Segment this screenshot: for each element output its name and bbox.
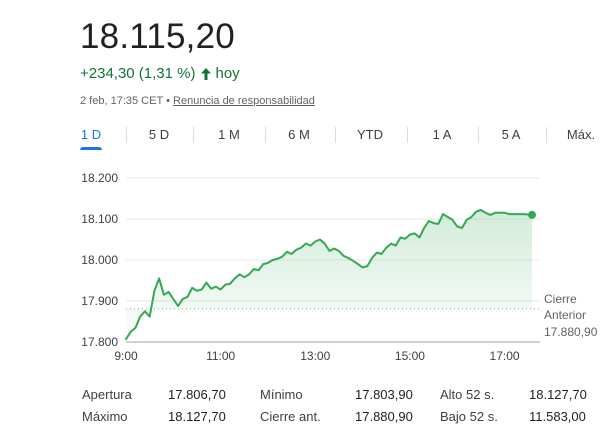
disclaimer-link[interactable]: Renuncia de responsabilidad <box>173 95 315 107</box>
stat-label-52w-high: Alto 52 s. <box>440 387 495 402</box>
price-change: +234,30 (1,31 %) hoy <box>80 64 240 84</box>
change-period: hoy <box>215 65 240 82</box>
tab-divider <box>546 127 547 143</box>
tab-6m[interactable]: 6 M <box>288 127 310 142</box>
stat-label-high: Máximo <box>82 409 128 424</box>
tab-5a[interactable]: 5 A <box>501 127 521 142</box>
x-tick-label: 15:00 <box>395 349 425 363</box>
tab-1m[interactable]: 1 M <box>218 127 240 142</box>
stat-label-low: Mínimo <box>260 387 303 402</box>
price-chart[interactable]: 18.200 18.100 18.000 17.900 17.800 9:00 … <box>0 160 610 374</box>
tab-5d[interactable]: 5 D <box>148 127 170 142</box>
y-tick-label: 18.000 <box>81 253 118 267</box>
stat-value-high: 18.127,70 <box>168 409 226 424</box>
y-tick-label: 17.800 <box>81 335 118 349</box>
stat-value-52w-low: 11.583,00 <box>529 409 586 424</box>
range-tabs: 1 D 5 D 1 M 6 M YTD 1 A 5 A Máx. <box>80 124 610 150</box>
change-value: +234,30 (1,31 %) <box>80 65 196 82</box>
y-tick-label: 17.900 <box>81 294 118 308</box>
tab-divider <box>407 127 408 143</box>
stat-label-prev-close: Cierre ant. <box>260 409 321 424</box>
stat-value-low: 17.803,90 <box>355 387 413 402</box>
stat-label-open: Apertura <box>82 387 132 402</box>
y-tick-label: 18.100 <box>81 212 118 226</box>
x-tick-label: 13:00 <box>300 349 330 363</box>
x-tick-label: 17:00 <box>490 349 520 363</box>
previous-close-label-line2: Anterior <box>544 308 586 322</box>
stat-value-52w-high: 18.127,70 <box>529 387 587 402</box>
current-price: 18.115,20 <box>80 17 235 56</box>
arrow-up-icon <box>200 68 211 80</box>
x-axis: 9:00 11:00 13:00 15:00 17:00 <box>114 349 520 363</box>
y-tick-label: 18.200 <box>81 171 118 185</box>
stat-label-52w-low: Bajo 52 s. <box>440 409 498 424</box>
previous-close-value: 17.880,90 <box>544 325 598 339</box>
price-area <box>126 210 532 340</box>
timestamp: 2 feb, 17:35 CET <box>80 95 164 107</box>
tab-divider <box>126 127 127 143</box>
x-tick-label: 9:00 <box>114 349 138 363</box>
tab-divider <box>335 127 336 143</box>
previous-close-label-line1: Cierre <box>544 292 577 306</box>
stat-value-prev-close: 17.880,90 <box>355 409 413 424</box>
stat-value-open: 17.806,70 <box>168 387 226 402</box>
x-tick-label: 11:00 <box>206 349 235 363</box>
quote-meta: 2 feb, 17:35 CET • Renuncia de responsabil… <box>80 94 315 108</box>
price-line <box>125 209 533 341</box>
tab-ytd[interactable]: YTD <box>357 127 383 142</box>
tab-1a[interactable]: 1 A <box>432 127 452 142</box>
meta-separator: • <box>166 95 171 107</box>
tab-max[interactable]: Máx. <box>566 127 596 142</box>
tab-divider <box>265 127 266 143</box>
last-price-dot <box>528 210 536 219</box>
tab-divider <box>478 127 479 143</box>
y-axis: 18.200 18.100 18.000 17.900 17.800 <box>81 171 118 349</box>
previous-close-label: Cierre Anterior 17.880,90 <box>544 292 598 339</box>
tab-1d[interactable]: 1 D <box>80 124 102 150</box>
tab-divider <box>193 127 194 143</box>
